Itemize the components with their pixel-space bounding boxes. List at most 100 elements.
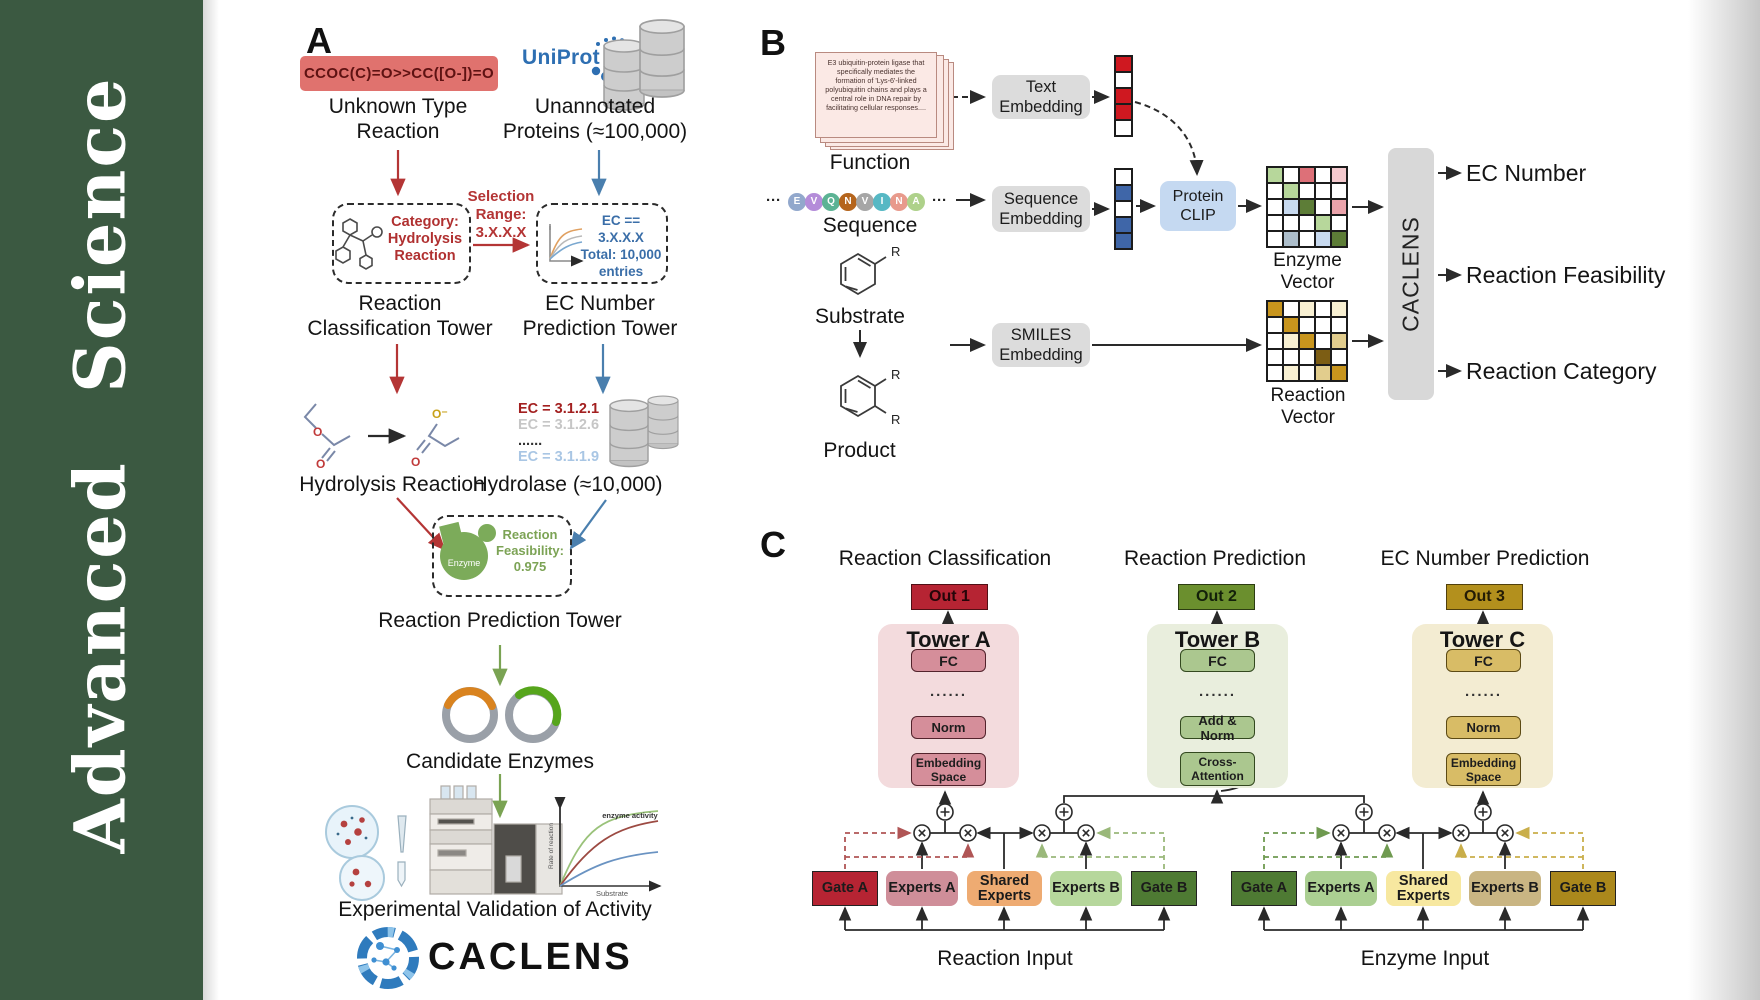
caclens-bar: CACLENS bbox=[1388, 148, 1434, 400]
gate-b-box-enzyme: Gate B bbox=[1550, 871, 1616, 906]
reaction-feasibility-text: Reaction Feasibility: 0.975 bbox=[496, 527, 564, 574]
tower-a-dots: ...... bbox=[929, 683, 967, 700]
amino-acid-circle: N bbox=[890, 193, 908, 211]
candidate-enzymes-label: Candidate Enzymes bbox=[406, 750, 594, 773]
enzyme-input-label: Enzyme Input bbox=[1360, 947, 1490, 970]
heading-ec-number-prediction: EC Number Prediction bbox=[1380, 547, 1590, 570]
shared-experts-box-enzyme: Shared Experts bbox=[1386, 871, 1461, 906]
amino-acid-circle: A bbox=[907, 193, 925, 211]
selection-range-label: Selection Range: 3.X.X.X bbox=[467, 188, 535, 241]
petri-dish-icon bbox=[325, 805, 407, 901]
activity-plot: Rate of reaction Substrate enzyme activi… bbox=[548, 796, 662, 898]
shared-experts-box-reaction: Shared Experts bbox=[967, 871, 1042, 906]
reaction-category-text: Category: Hydrolysis Reaction bbox=[387, 214, 463, 264]
unknown-type-reaction-label: Unknown Type Reaction bbox=[328, 95, 468, 143]
tower-a-title: Tower A bbox=[906, 627, 991, 652]
panel-a-arrows bbox=[368, 150, 611, 819]
substrate-label: Substrate bbox=[815, 305, 905, 328]
ec-item: EC = 3.1.2.6 bbox=[518, 417, 600, 433]
heading-reaction-classification: Reaction Classification bbox=[838, 547, 1052, 570]
ec-item: EC = 3.1.2.1 bbox=[518, 401, 600, 417]
out-3-box: Out 3 bbox=[1446, 584, 1523, 610]
sequence-label: Sequence bbox=[822, 214, 918, 237]
function-card-text: E3 ubiquitin-protein ligase that specifi… bbox=[815, 52, 937, 138]
reaction-classification-tower-label: Reaction Classification Tower bbox=[307, 292, 493, 340]
gate-a-box-reaction: Gate A bbox=[812, 871, 878, 906]
journal-sidebar: Advanced Science bbox=[0, 0, 203, 1000]
amino-acid-circle: Q bbox=[822, 193, 840, 211]
panel-a-label: A bbox=[306, 20, 332, 61]
svg-text:Rate of reaction: Rate of reaction bbox=[548, 823, 555, 869]
experts-b-box-enzyme: Experts B bbox=[1469, 871, 1541, 906]
function-label: Function bbox=[829, 151, 911, 174]
amino-acid-circle: E bbox=[788, 193, 806, 211]
smiles-embedding-box: SMILES Embedding bbox=[992, 323, 1090, 367]
svg-text:Substrate: Substrate bbox=[596, 889, 628, 898]
caclens-bar-label: CACLENS bbox=[1397, 216, 1424, 332]
hydrolysis-molecules bbox=[303, 403, 460, 462]
reaction-prediction-tower-label: Reaction Prediction Tower bbox=[378, 609, 622, 632]
ec-item: EC = 3.1.1.9 bbox=[518, 449, 600, 465]
experts-b-box-reaction: Experts B bbox=[1050, 871, 1122, 906]
tower-a-embedding-space: Embedding Space bbox=[911, 753, 986, 786]
panel-b-label: B bbox=[760, 22, 786, 63]
sequence-embedding-box: Sequence Embedding bbox=[992, 186, 1090, 232]
gate-a-box-enzyme: Gate A bbox=[1231, 871, 1297, 906]
enzyme-vector-matrix bbox=[1266, 166, 1348, 248]
amino-acid-circle: N bbox=[839, 193, 857, 211]
enzyme-vector-label: Enzyme Vector bbox=[1273, 250, 1342, 293]
caclens-logo-icon bbox=[357, 927, 419, 989]
protein-clip-box: Protein CLIP bbox=[1160, 181, 1236, 231]
tower-b-add-norm: Add & Norm bbox=[1180, 713, 1255, 743]
ec-distribution-icon bbox=[549, 224, 584, 267]
output-reaction-category: Reaction Category bbox=[1466, 358, 1657, 384]
page-right-shadow bbox=[1688, 0, 1760, 1000]
reaction-feasibility-box bbox=[432, 515, 572, 597]
svg-text:O⁻: O⁻ bbox=[432, 407, 448, 421]
smiles-box: CCOC(C)=O>>CC([O-])=O bbox=[300, 56, 498, 91]
product-molecule: R R bbox=[840, 367, 900, 427]
gate-routes bbox=[844, 826, 1584, 869]
hplc-instrument-icon bbox=[429, 785, 563, 895]
svg-text:enzyme activity: enzyme activity bbox=[602, 811, 658, 820]
hydrolysis-reaction-label: Hydrolysis Reaction bbox=[299, 473, 485, 496]
tower-b-fc: FC bbox=[1180, 649, 1255, 672]
tower-c-norm: Norm bbox=[1446, 716, 1521, 739]
ec-item: ...... bbox=[518, 433, 543, 449]
ec-selection-text: EC == 3.X.X.X Total: 10,000 entries bbox=[580, 213, 662, 279]
panel-c-label: C bbox=[760, 524, 786, 565]
substrate-molecule: R bbox=[840, 244, 900, 296]
svg-text:R: R bbox=[891, 367, 900, 382]
hydrolysis-atoms: O O O O⁻ bbox=[313, 407, 448, 471]
reaction-vector-label: Reaction Vector bbox=[1270, 385, 1346, 428]
ec-number-list: EC = 3.1.2.1 EC = 3.1.2.6 ...... EC = 3.… bbox=[518, 401, 604, 465]
sequence-ellipsis-left: ··· bbox=[766, 192, 781, 209]
svg-text:Enzyme: Enzyme bbox=[448, 558, 481, 568]
svg-text:R: R bbox=[891, 244, 900, 259]
tower-c-title: Tower C bbox=[1439, 627, 1526, 652]
output-reaction-feasibility: Reaction Feasibility bbox=[1466, 262, 1666, 288]
plasmid-icons bbox=[442, 686, 562, 743]
experts-a-box-enzyme: Experts A bbox=[1305, 871, 1377, 906]
tower-c-dots: ...... bbox=[1464, 683, 1502, 700]
output-ec-number: EC Number bbox=[1466, 160, 1587, 186]
product-label: Product bbox=[823, 439, 896, 462]
svg-text:O: O bbox=[313, 425, 322, 439]
amino-acid-circle: V bbox=[856, 193, 874, 211]
tower-b-title: Tower B bbox=[1174, 627, 1261, 652]
reaction-category-box bbox=[332, 203, 471, 284]
tower-b-cross-attention: Cross-Attention bbox=[1180, 752, 1255, 786]
reaction-input-label: Reaction Input bbox=[937, 947, 1073, 970]
unannotated-proteins-label: Unannotated Proteins (≈100,000) bbox=[502, 95, 688, 143]
uniprot-logo: UniProt bbox=[522, 46, 600, 69]
tower-a-fc: FC bbox=[911, 649, 986, 672]
reaction-vector-matrix bbox=[1266, 300, 1348, 382]
page-left-shadow bbox=[203, 0, 219, 1000]
ec-number-prediction-tower-label: EC Number Prediction Tower bbox=[522, 292, 678, 340]
tower-c-fc: FC bbox=[1446, 649, 1521, 672]
panel-b-arrows bbox=[853, 90, 1462, 378]
tower-a-norm: Norm bbox=[911, 716, 986, 739]
gate-b-box-reaction: Gate B bbox=[1131, 871, 1197, 906]
